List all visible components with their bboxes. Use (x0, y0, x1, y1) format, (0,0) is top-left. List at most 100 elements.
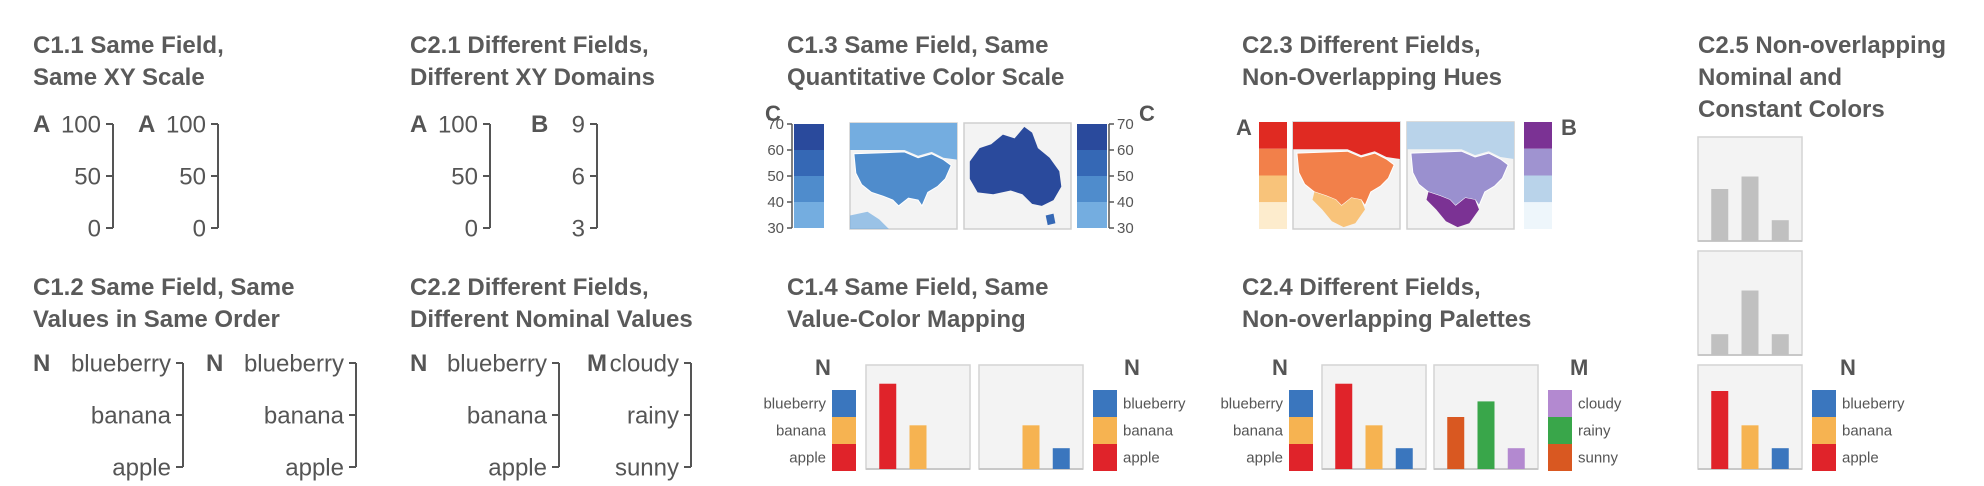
c13-right-scale-tick-label: 50 (1117, 168, 1134, 185)
c13-left-scale-swatch (794, 124, 824, 150)
c13-right-scale-tick-label: 40 (1117, 194, 1134, 211)
c25-chart1-bar (1711, 189, 1729, 241)
c13-left-map-land (853, 151, 952, 207)
c21-axis-1-tick-label: 100 (438, 112, 478, 139)
title-c23: C2.3 Different Fields, Non-Overlapping H… (1242, 32, 1503, 91)
c11-axis-1-tick-label: 50 (74, 164, 101, 191)
c13-right-scale-swatch (1077, 150, 1107, 176)
title-c21: C2.1 Different Fields, Different XY Doma… (410, 32, 655, 91)
c12-field-2: N (206, 350, 223, 377)
c24-chart2-bar (1507, 448, 1525, 469)
title-c12: C1.2 Same Field, Same Values in Same Ord… (33, 274, 295, 333)
c25-legend-swatch (1812, 417, 1836, 444)
c14-legend-left-field: N (815, 355, 831, 380)
c13-right-scale-tick-label: 30 (1117, 220, 1134, 237)
c13-field-right: C (1139, 101, 1155, 126)
c23-left-map-north (1293, 122, 1400, 159)
c11-axis-2-tick-label: 0 (193, 216, 206, 243)
c11-axis-1-tick-label: 100 (61, 112, 101, 139)
c23-left-scale-swatch (1259, 148, 1287, 176)
c12-field-1: N (33, 350, 50, 377)
c22-field-2: M (587, 350, 607, 377)
c24-legend-right-field: M (1570, 355, 1588, 380)
c24-chart1-bar (1335, 383, 1353, 469)
c24-legend-left-swatch (1289, 444, 1313, 471)
title-c13: C1.3 Same Field, Same Quantitative Color… (787, 32, 1065, 91)
c25-legend-field: N (1840, 355, 1856, 380)
c21-axis-1-tick-label: 50 (451, 164, 478, 191)
c13-left-scale-tick-label: 40 (767, 194, 784, 211)
c14-legend-right-label: blueberry (1123, 396, 1186, 413)
c21-axis-1-tick-label: 0 (465, 216, 478, 243)
c25-chart3-bar (1771, 448, 1789, 469)
c13-left-map-corner (850, 211, 889, 229)
c23-right-scale-swatch (1524, 148, 1552, 176)
c24-legend-right-swatch (1548, 417, 1572, 444)
c13-right-map-island (1045, 213, 1056, 226)
c12-axis-2-tick-label: apple (285, 455, 344, 482)
c24-legend-left-field: N (1272, 355, 1288, 380)
c24-legend-right-swatch (1548, 390, 1572, 417)
c24-legend-left-swatch (1289, 390, 1313, 417)
c23-left-scale-swatch (1259, 202, 1287, 229)
c11-field-1: A (33, 111, 50, 138)
c24-chart2-bar (1477, 401, 1495, 469)
c11-axis-1-tick-label: 0 (88, 216, 101, 243)
c23-field-right: B (1561, 115, 1577, 140)
c14-legend-right-swatch (1093, 390, 1117, 417)
c13-left-scale-swatch (794, 150, 824, 176)
c21-field-1: A (410, 111, 427, 138)
c21-axis-2-tick-label: 6 (572, 164, 585, 191)
c23-right-scale-swatch (1524, 175, 1552, 203)
c25-chart2-bar (1711, 334, 1729, 355)
c13-right-scale-tick-label: 70 (1117, 116, 1134, 133)
c22-axis-2-tick-label: cloudy (610, 351, 679, 378)
c14-legend-left-label: blueberry (763, 396, 826, 413)
c22-axis-1-tick-label: apple (488, 455, 547, 482)
c11-axis-2-tick-label: 50 (179, 164, 206, 191)
c14-legend-left-label: banana (776, 423, 827, 440)
c25-chart3-bar (1741, 425, 1759, 469)
c25-chart2-bar (1771, 334, 1789, 355)
c23-field-left: A (1236, 115, 1252, 140)
c14-legend-right-field: N (1124, 355, 1140, 380)
c22-axis-1-tick-label: banana (467, 403, 548, 430)
title-c25: C2.5 Non-overlapping Nominal and Constan… (1698, 32, 1947, 123)
c14-chart1-bar (909, 425, 927, 469)
c14-legend-left-swatch (832, 444, 856, 471)
c12-axis-2-tick-label: banana (264, 403, 345, 430)
c12-axis-1-tick-label: banana (91, 403, 172, 430)
c21-field-2: B (531, 111, 548, 138)
title-c22: C2.2 Different Fields, Different Nominal… (410, 274, 693, 333)
c14-legend-left-swatch (832, 390, 856, 417)
c13-right-scale-tick-label: 60 (1117, 142, 1134, 159)
c25-chart1-bar (1741, 176, 1759, 241)
c21-axis-2-tick-label: 3 (572, 216, 585, 243)
c23-left-scale-swatch (1259, 122, 1287, 149)
c25-legend-label: banana (1842, 423, 1893, 440)
c13-left-scale-tick-label: 70 (767, 116, 784, 133)
c22-axis-1-tick-label: blueberry (447, 351, 547, 378)
c23-left-map-south (1312, 192, 1365, 228)
c12-axis-2-tick-label: blueberry (244, 351, 344, 378)
c22-axis-2-tick-label: sunny (615, 455, 679, 482)
c13-right-scale-swatch (1077, 202, 1107, 228)
c12-axis-1-tick-label: blueberry (71, 351, 171, 378)
c25-chart2-bar (1741, 290, 1759, 355)
c24-legend-left-swatch (1289, 417, 1313, 444)
c24-legend-left-label: banana (1233, 423, 1284, 440)
c14-chart1-bar (879, 383, 897, 469)
c25-legend-swatch (1812, 444, 1836, 471)
c13-left-scale-tick-label: 30 (767, 220, 784, 237)
c24-chart2-bar (1447, 417, 1465, 469)
title-c11: C1.1 Same Field, Same XY Scale (33, 32, 224, 91)
c24-legend-left-label: apple (1246, 450, 1283, 467)
c14-legend-left-label: apple (789, 450, 826, 467)
c24-legend-left-label: blueberry (1220, 396, 1283, 413)
c24-legend-right-swatch (1548, 444, 1572, 471)
c24-chart1-bar (1395, 448, 1413, 469)
c14-legend-right-label: banana (1123, 423, 1174, 440)
c24-legend-right-label: sunny (1578, 450, 1619, 467)
c24-chart1-bar (1365, 425, 1383, 469)
c13-left-scale-tick-label: 60 (767, 142, 784, 159)
